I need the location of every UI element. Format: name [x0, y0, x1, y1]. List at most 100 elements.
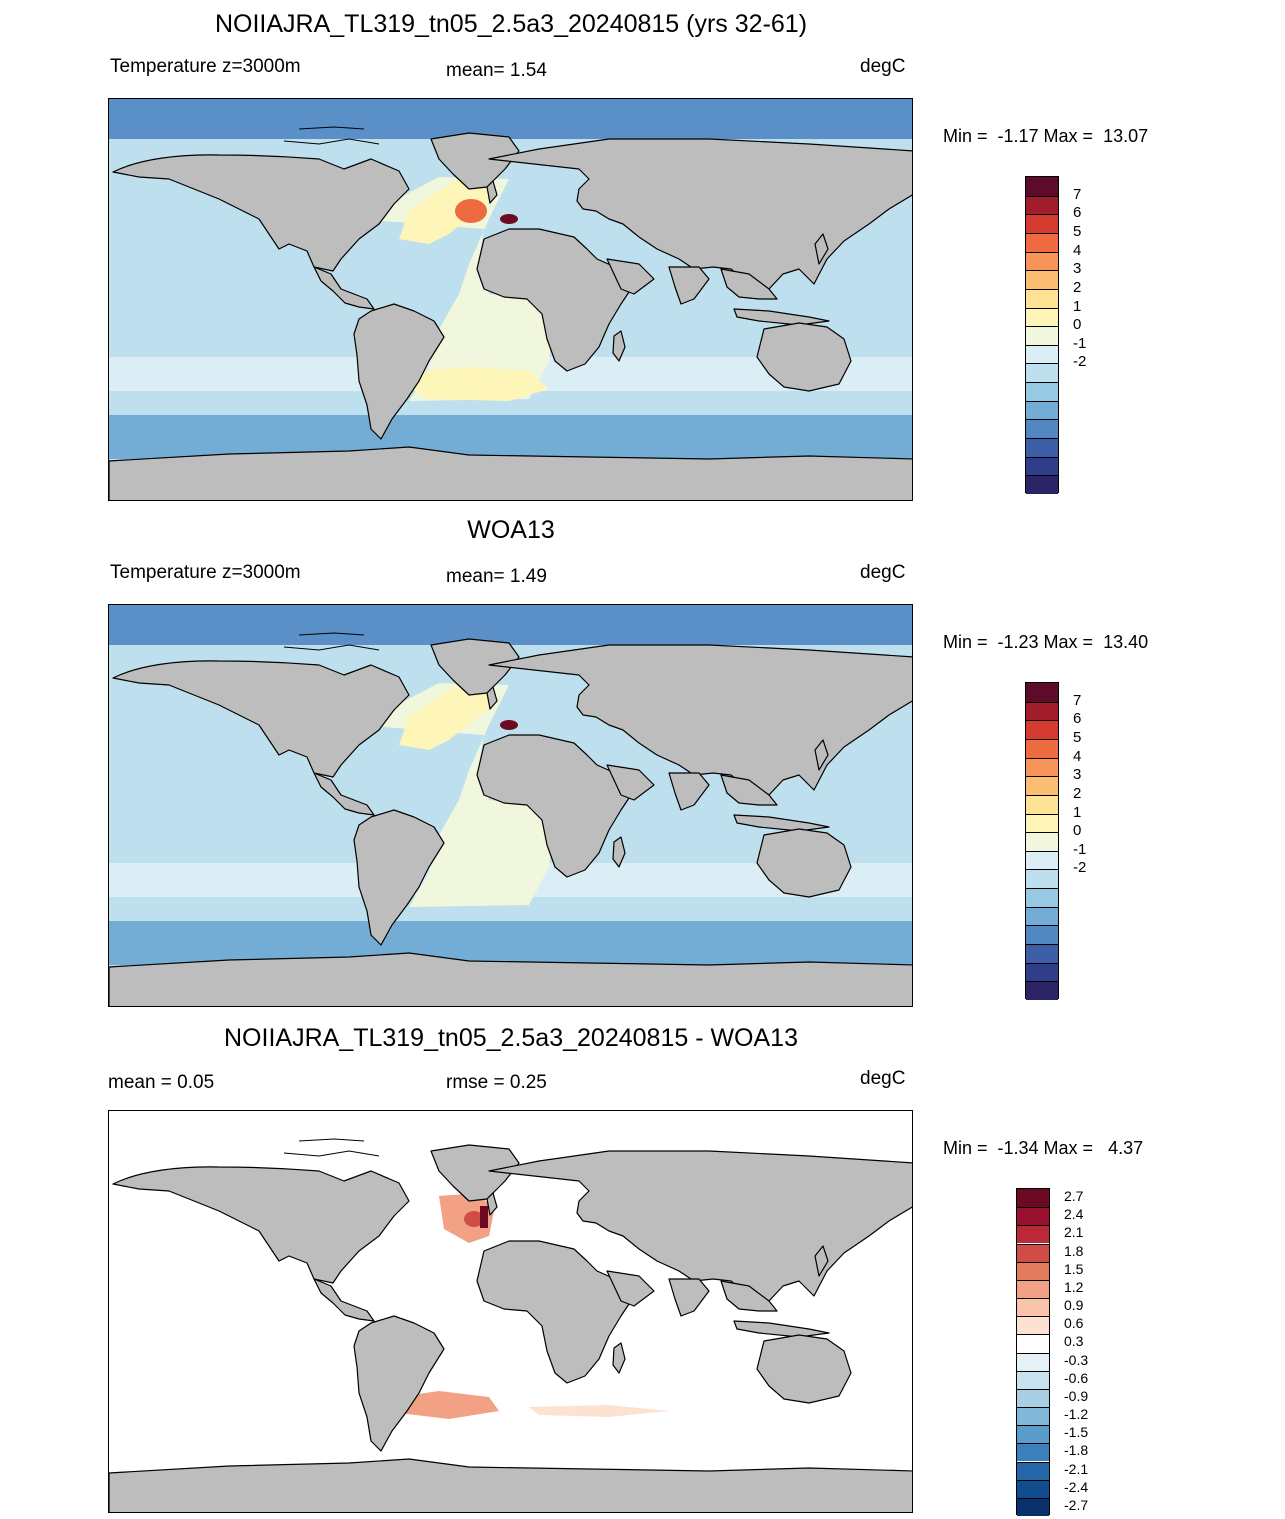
colorbar-swatch — [1026, 850, 1058, 870]
colorbar-swatch — [1026, 888, 1058, 907]
colorbar-swatch — [1026, 400, 1058, 420]
colorbar-tick-label: 1.8 — [1064, 1242, 1084, 1259]
landmass-south-america — [353, 1315, 445, 1452]
colorbar-tick-label: -2.7 — [1064, 1496, 1089, 1513]
landmass-arabia — [606, 258, 655, 295]
rmse-label: rmse = 0.25 — [446, 1072, 547, 1093]
landmass-japan — [814, 1245, 829, 1277]
world-map-svg — [109, 99, 912, 500]
colorbar-swatch — [1017, 1370, 1049, 1389]
colorbar-tick-label: -0.3 — [1064, 1351, 1089, 1368]
colorbar: 7 6 5 4 3 2 1 0 -1 -2 — [1025, 682, 1086, 1000]
colorbar-swatch — [1026, 195, 1058, 215]
landmass-antarctica — [109, 952, 912, 1006]
min-max-label: Min = -1.17 Max = 13.07 — [943, 126, 1149, 146]
colorbar-tick-label: 1.2 — [1064, 1278, 1084, 1295]
colorbar-tick-label: 4 — [1073, 747, 1082, 765]
landmass-se-asia — [720, 774, 778, 806]
colorbar-swatch — [1026, 177, 1058, 196]
colorbar-swatch — [1017, 1243, 1049, 1262]
colorbar-tick-label: 0.3 — [1064, 1333, 1084, 1350]
colorbar-swatch — [1026, 944, 1058, 963]
colorbar-tick-label: 0.9 — [1064, 1297, 1084, 1314]
mediterranean-core — [500, 720, 518, 730]
colorbar-swatch — [1026, 382, 1058, 401]
arctic-islands-coastline — [283, 126, 380, 145]
colorbar-swatch — [1026, 232, 1058, 252]
colorbar-swatch — [1026, 475, 1058, 494]
colorbar-swatch — [1026, 363, 1058, 383]
landmass-north-america — [112, 1166, 410, 1284]
colorbar-swatch — [1026, 925, 1058, 945]
mean-label: mean= 1.54 — [446, 60, 547, 81]
colorbar-tick-label: 2.4 — [1064, 1206, 1084, 1223]
landmass-australia — [756, 322, 852, 392]
landmass-antarctica — [109, 1458, 912, 1512]
colorbar-swatch — [1026, 720, 1058, 739]
landmass-central-america — [313, 1278, 375, 1322]
colorbar-swatches — [1016, 1188, 1050, 1516]
units-label: degC — [860, 56, 906, 77]
landmass-se-asia — [720, 1280, 778, 1312]
landmass-uk — [486, 686, 498, 710]
landmass-japan — [814, 233, 829, 265]
landmass-africa — [476, 734, 640, 878]
landmass-madagascar — [612, 330, 626, 362]
colorbar-tick-label: 1.5 — [1064, 1260, 1084, 1277]
mediterranean-core — [500, 214, 518, 224]
north-atlantic-warm-water — [399, 179, 494, 244]
landmass-greenland — [430, 638, 520, 696]
atlantic-warm-water — [359, 177, 554, 401]
colorbar-tick-label: 6 — [1073, 204, 1082, 222]
colorbar-tick-label: 3 — [1073, 260, 1082, 278]
colorbar-swatch — [1017, 1279, 1049, 1298]
landmass-south-america — [353, 809, 445, 946]
difference-map — [108, 1110, 913, 1513]
colorbar-swatches — [1025, 176, 1059, 494]
colorbar-swatch — [1017, 1388, 1049, 1407]
southern-ocean-anomaly — [529, 1405, 669, 1417]
landmass-indonesia — [733, 308, 830, 326]
landmass-japan — [814, 739, 829, 771]
landmass-indonesia — [733, 814, 830, 832]
temperature-map — [108, 604, 913, 1007]
colorbar-tick-label: 5 — [1073, 222, 1082, 240]
colorbar-swatch — [1017, 1407, 1049, 1426]
colorbar-tick-label: -2 — [1073, 353, 1087, 371]
colorbar-tick-label: -1.2 — [1064, 1406, 1089, 1423]
landmass-greenland — [430, 1144, 520, 1202]
colorbar-tick-label: -2 — [1073, 859, 1087, 877]
colorbar-tick-label: 5 — [1073, 728, 1082, 746]
observation-panel: WOA13 Temperature z=3000m mean= 1.49 deg… — [0, 506, 1285, 1012]
colorbar-tick-label: -2.1 — [1064, 1460, 1089, 1477]
landmass-north-america — [112, 660, 410, 778]
colorbar-swatch — [1017, 1461, 1049, 1480]
landmass-greenland — [430, 132, 520, 190]
colorbar-swatch — [1026, 738, 1058, 758]
colorbar-swatch — [1026, 794, 1058, 814]
antarctic-deep-water — [109, 415, 912, 459]
colorbar-tick-label: -1.8 — [1064, 1442, 1089, 1459]
colorbar-tick-label: 7 — [1073, 691, 1082, 709]
colorbar-tick-label: -1 — [1073, 334, 1087, 352]
colorbar-tick-label: 1 — [1073, 297, 1082, 315]
colorbar-swatch — [1017, 1261, 1049, 1280]
colorbar-swatch — [1026, 326, 1058, 345]
world-map-svg — [109, 605, 912, 1006]
temperature-map — [108, 98, 913, 501]
colorbar: 2.7 2.4 2.1 1.8 1.5 1.2 0.9 0.6 0.3 -0.3 -0.6 -0.9 -… — [1016, 1188, 1088, 1516]
colorbar-swatch — [1026, 869, 1058, 889]
colorbar-tick-label: -1 — [1073, 840, 1087, 858]
units-label: degC — [860, 1068, 906, 1089]
colorbar-tick-label: 1 — [1073, 803, 1082, 821]
colorbar-swatch — [1026, 307, 1058, 327]
mean-label: mean= 1.49 — [446, 566, 547, 587]
model-panel: NOIIAJRA_TL319_tn05_2.5a3_20240815 (yrs … — [0, 0, 1285, 506]
colorbar-swatch — [1026, 757, 1058, 777]
colorbar-swatch — [1026, 813, 1058, 833]
landmass-madagascar — [612, 1342, 626, 1374]
panel-title: NOIIAJRA_TL319_tn05_2.5a3_20240815 - WOA… — [224, 1024, 798, 1052]
colorbar-tick-label: 3 — [1073, 766, 1082, 784]
colorbar-swatch — [1026, 214, 1058, 233]
colorbar-tick-label: -0.6 — [1064, 1369, 1089, 1386]
